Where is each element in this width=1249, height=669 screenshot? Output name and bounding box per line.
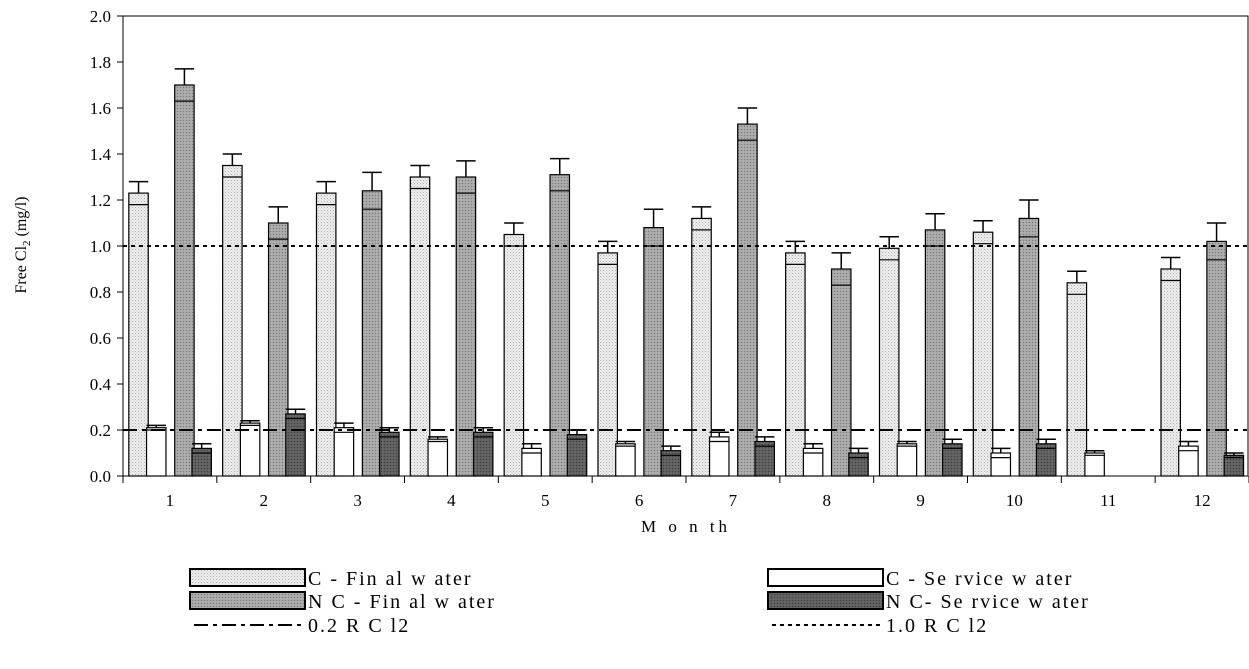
bar xyxy=(708,436,730,477)
bar xyxy=(455,176,477,477)
legend-item: C - Fin al w ater xyxy=(189,568,473,590)
reference-lines-layer xyxy=(123,245,1247,431)
bar xyxy=(379,431,400,477)
bar xyxy=(361,190,383,477)
bar xyxy=(145,427,167,477)
bar xyxy=(333,427,355,477)
y-tick-label: 2.0 xyxy=(90,7,111,26)
bar xyxy=(597,252,619,477)
y-tick-label: 0.4 xyxy=(90,375,112,394)
y-tick-label: 1.0 xyxy=(90,237,111,256)
legend-swatch xyxy=(767,591,884,610)
legend-label: 1.0 R C l2 xyxy=(886,615,988,637)
legend-swatch xyxy=(767,568,884,587)
x-tick-label: 7 xyxy=(729,491,738,510)
bars-layer xyxy=(128,68,1245,477)
bar xyxy=(990,452,1012,477)
bar xyxy=(315,192,337,477)
y-tick-label: 1.6 xyxy=(90,99,111,118)
x-tick-label: 6 xyxy=(635,491,644,510)
y-tick-label: 0.2 xyxy=(90,421,111,440)
y-tick-label: 0.8 xyxy=(90,283,111,302)
bar xyxy=(427,438,449,477)
x-tick-label: 4 xyxy=(447,491,456,510)
x-tick-label: 10 xyxy=(1006,491,1023,510)
bar xyxy=(285,413,306,477)
y-tick-label: 1.2 xyxy=(90,191,111,210)
legend-label: N C - Fin al w ater xyxy=(308,591,496,613)
legend-item: 0.2 R C l2 xyxy=(194,615,410,637)
y-tick-label: 0.0 xyxy=(90,467,111,486)
x-axis-label: M o n th xyxy=(641,517,731,536)
legend-item: C - Se rvice w ater xyxy=(767,568,1073,590)
bar xyxy=(1206,240,1227,477)
legend-item: N C - Fin al w ater xyxy=(189,591,496,613)
bar xyxy=(239,422,261,477)
bar xyxy=(785,252,806,477)
legend-item: 1.0 R C l2 xyxy=(772,615,988,637)
x-tick-label: 1 xyxy=(166,491,175,510)
bar xyxy=(1066,282,1088,477)
legend-label: C - Fin al w ater xyxy=(308,568,473,590)
bar xyxy=(267,222,289,477)
x-tick-label: 3 xyxy=(353,491,362,510)
x-tick-label: 9 xyxy=(916,491,925,510)
bar xyxy=(1223,454,1245,477)
legend-label: C - Se rvice w ater xyxy=(886,568,1073,590)
legend-swatch xyxy=(189,568,306,587)
bar xyxy=(409,176,431,477)
bar xyxy=(566,434,588,477)
bar xyxy=(848,452,869,477)
legend-label: N C- Se rvice w ater xyxy=(886,591,1090,613)
bar xyxy=(972,231,994,477)
legend-swatch xyxy=(189,591,306,610)
bar xyxy=(924,229,946,477)
x-tick-label: 11 xyxy=(1100,491,1116,510)
bar xyxy=(737,123,758,477)
legend: C - Fin al w ater C - Se rvice w ater N C … xyxy=(189,568,1090,637)
bar xyxy=(472,431,494,477)
y-tick-label: 1.4 xyxy=(90,145,112,164)
x-tick-label: 5 xyxy=(541,491,550,510)
bar xyxy=(1160,268,1182,477)
bar xyxy=(174,84,195,477)
legend-label: 0.2 R C l2 xyxy=(308,615,410,637)
bar xyxy=(691,217,712,477)
bar xyxy=(1084,452,1105,477)
y-axis-label: Free Cl2 (mg/l) xyxy=(13,196,33,293)
y-tick-label: 1.8 xyxy=(90,53,111,72)
legend-item: N C- Se rvice w ater xyxy=(767,591,1090,613)
bar xyxy=(1018,217,1040,477)
bar xyxy=(643,227,664,477)
x-tick-label: 2 xyxy=(260,491,269,510)
x-tick-label: 8 xyxy=(823,491,832,510)
axes-layer: 0.00.20.40.60.81.01.21.41.61.82.01 2 3 4 5 6 7… xyxy=(90,7,1249,510)
x-tick-label: 12 xyxy=(1194,491,1211,510)
bar xyxy=(128,192,149,477)
bar xyxy=(896,443,918,477)
bar xyxy=(830,268,852,477)
bar xyxy=(615,443,636,477)
bar xyxy=(878,247,900,477)
bar xyxy=(503,233,525,477)
bar xyxy=(660,450,682,477)
y-tick-label: 0.6 xyxy=(90,329,111,348)
